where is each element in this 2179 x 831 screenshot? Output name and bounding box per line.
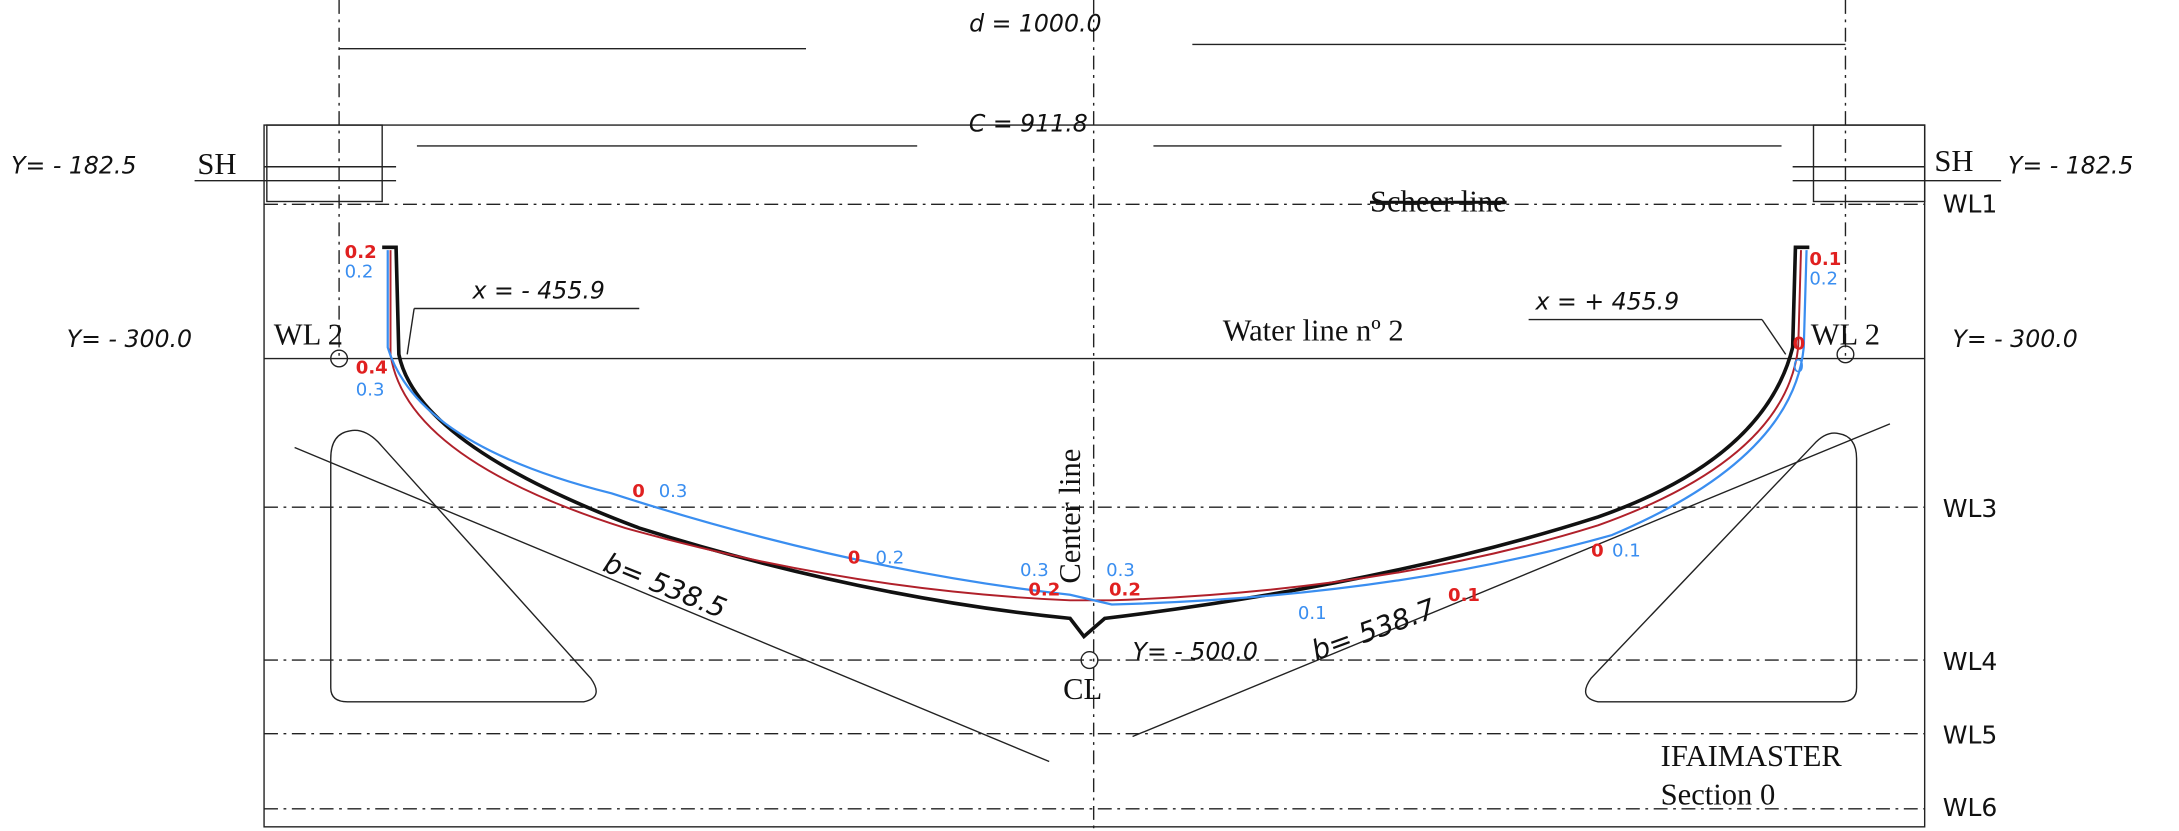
deviation-blue: 0.1 bbox=[1298, 603, 1327, 624]
wl2-right: WL 2 bbox=[1811, 318, 1880, 352]
leader-line bbox=[407, 308, 414, 354]
b-left: b= 538.5 bbox=[599, 546, 731, 625]
cl-label: CL bbox=[1063, 672, 1102, 706]
dimension-c: C = 911.8 bbox=[969, 110, 1088, 138]
dimension-line bbox=[1133, 424, 1890, 737]
frame bbox=[195, 0, 2002, 831]
x-right: x = + 455.9 bbox=[1535, 287, 1680, 315]
deviation-blue: 0.1 bbox=[1612, 541, 1641, 562]
deviation-red: 0.1 bbox=[1809, 249, 1841, 270]
deviation-red: 0 bbox=[1793, 334, 1806, 355]
sh-box-right bbox=[1813, 125, 1924, 201]
deviation-blue: 0.2 bbox=[345, 261, 374, 282]
y-sh-left: Y= - 182.5 bbox=[11, 151, 136, 179]
title-name: IFAIMASTER bbox=[1661, 739, 1843, 773]
wl3: WL3 bbox=[1943, 494, 1998, 523]
deviation-red: 0.1 bbox=[1448, 585, 1480, 606]
deviation-blue: 0.3 bbox=[1020, 560, 1049, 581]
deviation-red: 0 bbox=[1591, 541, 1604, 562]
wl4: WL4 bbox=[1943, 647, 1998, 676]
deviation-red: 0.2 bbox=[1028, 580, 1060, 601]
sh-left: SH bbox=[197, 147, 236, 181]
deviation-blue: 0 bbox=[1793, 356, 1804, 377]
y-wl2-right: Y= - 300.0 bbox=[1952, 325, 2077, 353]
wl2-left: WL 2 bbox=[274, 318, 343, 352]
y-cl: Y= - 500.0 bbox=[1133, 638, 1258, 666]
cutout-left bbox=[331, 430, 596, 701]
deviation-blue: 0.2 bbox=[875, 548, 904, 569]
deviation-red: 0 bbox=[632, 481, 645, 502]
sh-box-left bbox=[267, 125, 382, 201]
wl5: WL5 bbox=[1943, 721, 1998, 750]
deviation-blue: 0.3 bbox=[1106, 560, 1135, 581]
b-right: b= 538.7 bbox=[1307, 592, 1440, 667]
outer-frame bbox=[264, 125, 1925, 827]
wl6: WL6 bbox=[1943, 793, 1998, 822]
deviation-red: 0.2 bbox=[345, 242, 377, 263]
deviation-blue: 0.3 bbox=[356, 379, 385, 400]
deviation-blue: 0.2 bbox=[1809, 268, 1838, 289]
leader-line bbox=[1762, 320, 1786, 355]
center-line-label: Center line bbox=[1053, 449, 1087, 584]
deviation-blue: 0.3 bbox=[659, 481, 688, 502]
x-left: x = - 455.9 bbox=[472, 276, 605, 304]
dimension-d: d = 1000.0 bbox=[969, 10, 1101, 38]
y-sh-right: Y= - 182.5 bbox=[2008, 151, 2133, 179]
drawing: d = 1000.0 C = 911.8 Y= - 182.5 SH SH Y=… bbox=[0, 0, 2179, 831]
deviation-red: 0.2 bbox=[1109, 580, 1141, 601]
scheer-line: Scheer line bbox=[1370, 184, 1507, 218]
deviation-red: 0.4 bbox=[356, 357, 388, 378]
water-line-label: Water line nº 2 bbox=[1223, 314, 1404, 348]
y-wl2-left: Y= - 300.0 bbox=[67, 325, 192, 353]
sh-right: SH bbox=[1934, 144, 1973, 178]
wl1: WL1 bbox=[1943, 190, 1998, 219]
title-section: Section 0 bbox=[1661, 778, 1776, 812]
deviation-red: 0 bbox=[848, 548, 861, 569]
